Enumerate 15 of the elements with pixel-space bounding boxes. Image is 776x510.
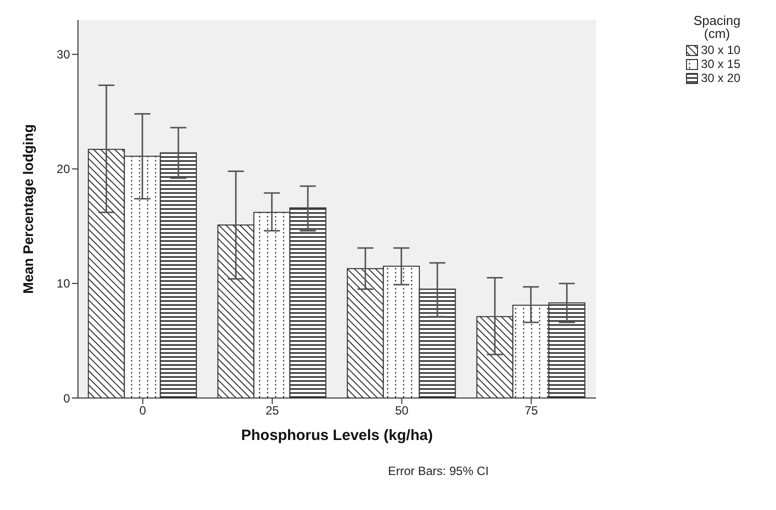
y-tick-label: 30 [56,48,70,62]
x-tick-label: 25 [266,404,280,418]
legend-title: Spacing (cm) [692,13,742,41]
x-axis-title: Phosphorus Levels (kg/ha) [241,427,433,444]
legend-label: 30 x 10 [701,43,740,57]
x-tick-label: 75 [524,404,538,418]
text: Error Bars: 95% CI [388,464,489,478]
y-tick-label: 0 [63,391,70,406]
y-tick-label: 20 [56,162,70,176]
x-tick-label: 50 [395,404,409,418]
x-tick-label: 0 [139,404,146,418]
legend-label: 30 x 20 [701,71,740,85]
y-axis-title: Mean Percentage lodging [20,124,36,294]
legend-label: 30 x 15 [701,57,740,71]
y-tick-label: 10 [56,276,70,291]
